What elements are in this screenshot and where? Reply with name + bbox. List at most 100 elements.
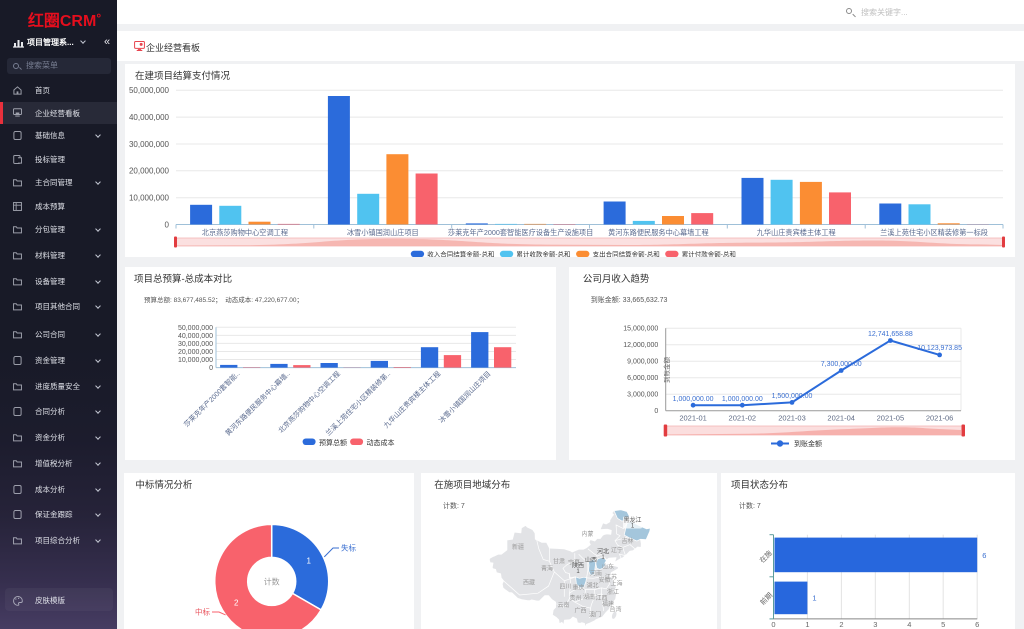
svg-text:莎莱克年产2000套智能医疗设备生产设施项目: 莎莱克年产2000套智能医疗设备生产设施项目 (448, 228, 593, 237)
svg-text:3: 3 (873, 620, 877, 629)
svg-text:冰雪小镇国润山庄项目: 冰雪小镇国润山庄项目 (347, 228, 419, 237)
svg-text:预算总额: 83,677,485.52； 动态成本: 47: 预算总额: 83,677,485.52； 动态成本: 47,220,677.00… (144, 295, 303, 304)
svg-text:10,123,973.85: 10,123,973.85 (917, 345, 962, 352)
svg-text:2021-03: 2021-03 (778, 414, 806, 423)
svg-text:项目状态分布: 项目状态分布 (731, 479, 788, 491)
svg-text:宁夏: 宁夏 (568, 559, 580, 567)
svg-text:中标: 中标 (195, 607, 210, 617)
svg-text:到账金额: 到账金额 (794, 439, 822, 448)
svg-text:0: 0 (209, 365, 213, 372)
svg-text:四川: 四川 (559, 584, 571, 591)
svg-text:台湾: 台湾 (609, 606, 621, 614)
svg-text:江西: 江西 (595, 595, 607, 602)
svg-text:前期: 前期 (758, 591, 774, 607)
svg-text:支出合同结算金额-总和: 支出合同结算金额-总和 (593, 250, 660, 257)
svg-text:云南: 云南 (557, 601, 569, 609)
svg-text:贵州: 贵州 (569, 594, 581, 602)
svg-text:北京燕莎购物中心空调工程: 北京燕莎购物中心空调工程 (202, 228, 288, 237)
svg-text:陕西: 陕西 (572, 562, 584, 570)
svg-text:计数: 7: 计数: 7 (443, 501, 465, 510)
svg-text:5: 5 (941, 620, 945, 629)
svg-text:30,000,000: 30,000,000 (178, 341, 213, 348)
svg-text:10,000,000: 10,000,000 (178, 357, 213, 364)
svg-text:0: 0 (654, 408, 658, 415)
svg-text:广西: 广西 (574, 607, 586, 615)
svg-text:河南: 河南 (590, 570, 602, 578)
svg-text:黄河东路便民服务中心幕墙工程: 黄河东路便民服务中心幕墙工程 (608, 228, 709, 237)
svg-text:50,000,000: 50,000,000 (178, 325, 213, 332)
svg-text:项目总预算-总成本对比: 项目总预算-总成本对比 (134, 273, 232, 285)
svg-text:在施: 在施 (758, 549, 774, 565)
svg-text:甘肃: 甘肃 (553, 558, 565, 566)
svg-text:中标情况分析: 中标情况分析 (135, 479, 193, 491)
svg-text:2021-01: 2021-01 (679, 414, 707, 423)
svg-text:在建项目结算支付情况: 在建项目结算支付情况 (135, 70, 231, 82)
svg-text:9,000,000: 9,000,000 (627, 359, 658, 366)
svg-text:安徽: 安徽 (598, 576, 610, 584)
svg-text:20,000,000: 20,000,000 (178, 349, 213, 356)
svg-text:九华山庄贵宾楼主体工程: 九华山庄贵宾楼主体工程 (382, 369, 443, 430)
svg-text:1,500,000.00: 1,500,000.00 (772, 393, 813, 400)
svg-text:计数: 计数 (264, 576, 280, 586)
svg-text:动态成本: 动态成本 (367, 438, 395, 447)
svg-text:澳门: 澳门 (589, 611, 601, 619)
svg-text:1: 1 (306, 557, 311, 566)
svg-text:0: 0 (771, 620, 775, 629)
svg-text:计数: 7: 计数: 7 (739, 501, 761, 510)
svg-text:九华山庄贵宾楼主体工程: 九华山庄贵宾楼主体工程 (757, 228, 836, 237)
svg-text:青海: 青海 (541, 565, 553, 573)
svg-text:12,000,000: 12,000,000 (623, 342, 658, 349)
svg-text:6,000,000: 6,000,000 (627, 375, 658, 382)
svg-text:黑龙江: 黑龙江 (623, 516, 641, 524)
svg-text:2021-05: 2021-05 (877, 414, 905, 423)
svg-text:内蒙: 内蒙 (581, 530, 593, 538)
svg-text:浙江: 浙江 (607, 588, 619, 596)
svg-text:公司月收入趋势: 公司月收入趋势 (583, 273, 650, 285)
svg-text:40,000,000: 40,000,000 (129, 113, 170, 122)
svg-text:1: 1 (805, 620, 809, 629)
svg-text:累计收款金额-总和: 累计收款金额-总和 (516, 250, 570, 257)
svg-text:10,000,000: 10,000,000 (129, 193, 170, 202)
svg-text:山西: 山西 (585, 556, 597, 564)
svg-text:西藏: 西藏 (523, 579, 535, 587)
svg-text:新疆: 新疆 (512, 543, 524, 551)
svg-text:失标: 失标 (341, 543, 356, 553)
svg-text:辽宁: 辽宁 (611, 546, 623, 554)
svg-text:15,000,000: 15,000,000 (623, 326, 658, 333)
svg-text:湖南: 湖南 (583, 593, 595, 601)
svg-text:12,741,658.88: 12,741,658.88 (868, 331, 913, 338)
svg-text:3,000,000: 3,000,000 (627, 392, 658, 399)
svg-text:50,000,000: 50,000,000 (129, 86, 170, 95)
svg-text:莎莱克年产2000套智能..: 莎莱克年产2000套智能.. (182, 369, 242, 429)
svg-text:20,000,000: 20,000,000 (129, 167, 170, 176)
svg-text:2: 2 (839, 620, 843, 629)
svg-text:山东: 山东 (602, 563, 614, 571)
svg-text:累计付款金额-总和: 累计付款金额-总和 (682, 250, 736, 257)
svg-text:1,000,000.00: 1,000,000.00 (673, 396, 714, 403)
svg-text:在施项目地域分布: 在施项目地域分布 (434, 479, 510, 491)
svg-text:1: 1 (601, 555, 605, 561)
svg-text:30,000,000: 30,000,000 (129, 140, 170, 149)
svg-text:0: 0 (165, 220, 170, 229)
svg-text:江苏: 江苏 (605, 573, 617, 581)
svg-text:冰雪小镇国润山庄项目: 冰雪小镇国润山庄项目 (437, 369, 493, 425)
svg-text:40,000,000: 40,000,000 (178, 333, 213, 340)
svg-text:2021-04: 2021-04 (827, 414, 855, 423)
svg-text:河北: 河北 (597, 548, 609, 556)
svg-text:1: 1 (576, 569, 580, 575)
svg-text:7,300,000.00: 7,300,000.00 (821, 361, 862, 368)
svg-text:重庆: 重庆 (572, 584, 584, 592)
svg-text:湖北: 湖北 (586, 582, 598, 590)
svg-text:4: 4 (907, 620, 911, 629)
svg-text:预算总额: 预算总额 (319, 438, 347, 447)
svg-text:1: 1 (812, 594, 816, 603)
svg-text:2: 2 (234, 599, 239, 608)
svg-text:6: 6 (982, 551, 986, 560)
svg-text:上海: 上海 (610, 580, 622, 588)
svg-text:2021-06: 2021-06 (926, 414, 954, 423)
svg-text:收入合同结算金额-总和: 收入合同结算金额-总和 (427, 250, 494, 257)
svg-text:1: 1 (631, 524, 635, 530)
svg-text:兰溪上苑住宅小区精装修第一标段: 兰溪上苑住宅小区精装修第一标段 (880, 228, 988, 237)
svg-text:6: 6 (975, 620, 979, 629)
svg-text:到账金额: 33,665,632.73: 到账金额: 33,665,632.73 (591, 295, 668, 304)
